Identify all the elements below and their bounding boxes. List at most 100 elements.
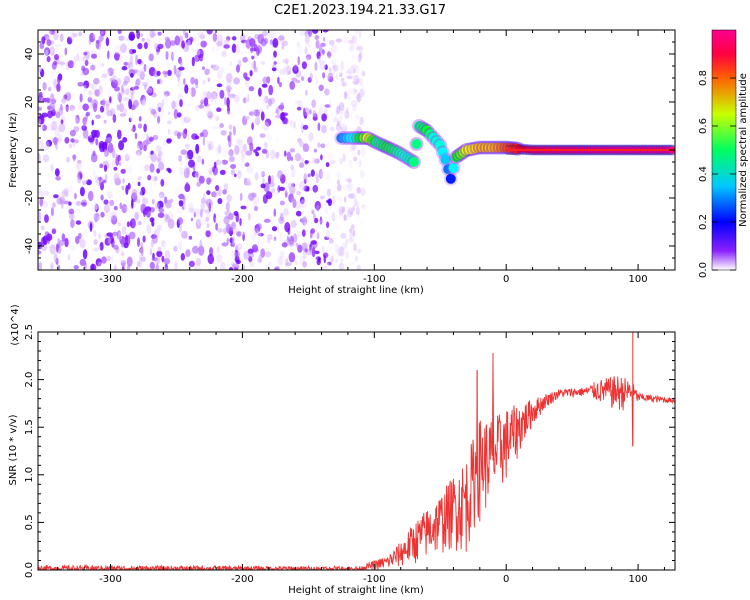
noise-blob	[323, 254, 327, 264]
noise-blob	[216, 41, 223, 47]
noise-blob	[72, 61, 76, 69]
noise-blob	[221, 242, 229, 247]
noise-blob	[79, 112, 85, 120]
noise-blob	[79, 247, 83, 256]
noise-blob	[273, 50, 277, 58]
noise-blob	[285, 58, 289, 65]
noise-blob	[164, 36, 170, 41]
noise-blob	[97, 261, 102, 268]
noise-blob	[256, 223, 262, 231]
noise-blob	[67, 185, 73, 193]
noise-blob	[158, 191, 165, 199]
noise-blob	[318, 168, 323, 179]
noise-blob	[355, 65, 360, 74]
colorbar-tick-label: 0.6	[698, 118, 709, 134]
noise-blob	[310, 169, 315, 177]
noise-blob	[253, 210, 260, 218]
noise-blob	[49, 30, 56, 35]
noise-blob	[53, 252, 58, 264]
noise-blob	[131, 188, 138, 199]
noise-blob	[208, 140, 215, 150]
noise-blob	[301, 123, 304, 134]
noise-blob	[154, 202, 160, 210]
noise-blob	[118, 258, 126, 264]
noise-blob	[46, 56, 51, 63]
noise-blob	[167, 120, 172, 125]
noise-blob	[74, 192, 77, 200]
noise-blob	[346, 107, 349, 114]
noise-blob	[258, 241, 264, 249]
noise-blob	[202, 61, 208, 68]
noise-blob	[308, 132, 314, 142]
noise-blob	[38, 250, 42, 255]
noise-blob	[230, 113, 235, 119]
noise-blob	[128, 231, 136, 240]
noise-blob	[225, 222, 230, 229]
noise-blob	[311, 152, 314, 162]
noise-blob	[324, 206, 329, 215]
noise-blob	[206, 140, 210, 147]
noise-blob	[171, 100, 176, 110]
noise-blob	[319, 216, 323, 225]
noise-blob	[38, 153, 41, 163]
noise-blob	[83, 120, 88, 126]
noise-blob	[269, 139, 276, 147]
noise-blob	[217, 160, 224, 169]
noise-blob	[114, 177, 121, 186]
noise-blob	[117, 222, 122, 227]
noise-blob	[143, 63, 147, 72]
noise-blob	[112, 114, 117, 123]
noise-blob	[215, 185, 220, 191]
noise-blob	[251, 55, 255, 60]
noise-blob	[215, 146, 222, 156]
noise-blob	[249, 70, 253, 77]
noise-blob	[308, 30, 312, 38]
noise-blob	[265, 191, 273, 200]
noise-blob	[239, 192, 243, 202]
noise-blob	[137, 123, 143, 129]
noise-blob	[351, 142, 357, 151]
noise-blob	[186, 149, 194, 160]
noise-blob	[38, 95, 44, 103]
noise-blob	[338, 79, 341, 89]
noise-blob	[130, 91, 134, 101]
noise-blob	[326, 74, 331, 81]
noise-blob	[220, 261, 226, 270]
noise-blob	[275, 114, 282, 119]
noise-blob	[107, 142, 114, 154]
noise-blob	[51, 43, 54, 54]
noise-blob	[244, 178, 251, 186]
noise-blob	[141, 37, 145, 42]
noise-blob	[359, 170, 365, 179]
noise-blob	[157, 31, 162, 36]
noise-blob	[65, 104, 69, 113]
noise-blob	[167, 168, 172, 174]
noise-blob	[70, 138, 75, 143]
noise-blob	[89, 231, 95, 242]
noise-blob	[220, 66, 225, 74]
noise-blob	[156, 70, 161, 77]
noise-blob	[270, 175, 275, 184]
noise-blob	[192, 245, 199, 254]
noise-blob	[320, 220, 324, 224]
noise-blob	[40, 225, 45, 231]
noise-blob	[348, 39, 353, 45]
noise-blob	[100, 62, 105, 68]
noise-blob	[183, 116, 191, 124]
noise-blob	[356, 187, 361, 194]
signal-point	[448, 163, 459, 173]
noise-blob	[62, 177, 68, 188]
x-tick-label: -100	[363, 574, 386, 585]
noise-blob	[154, 43, 159, 50]
noise-blob	[285, 65, 292, 76]
noise-blob	[119, 155, 126, 165]
noise-blob	[207, 111, 214, 120]
x-tick-label: -300	[99, 274, 122, 285]
noise-blob	[312, 157, 318, 164]
noise-blob	[336, 183, 342, 192]
noise-blob	[109, 205, 116, 214]
noise-blob	[41, 112, 48, 118]
noise-blob	[280, 235, 284, 240]
noise-blob	[346, 210, 351, 220]
